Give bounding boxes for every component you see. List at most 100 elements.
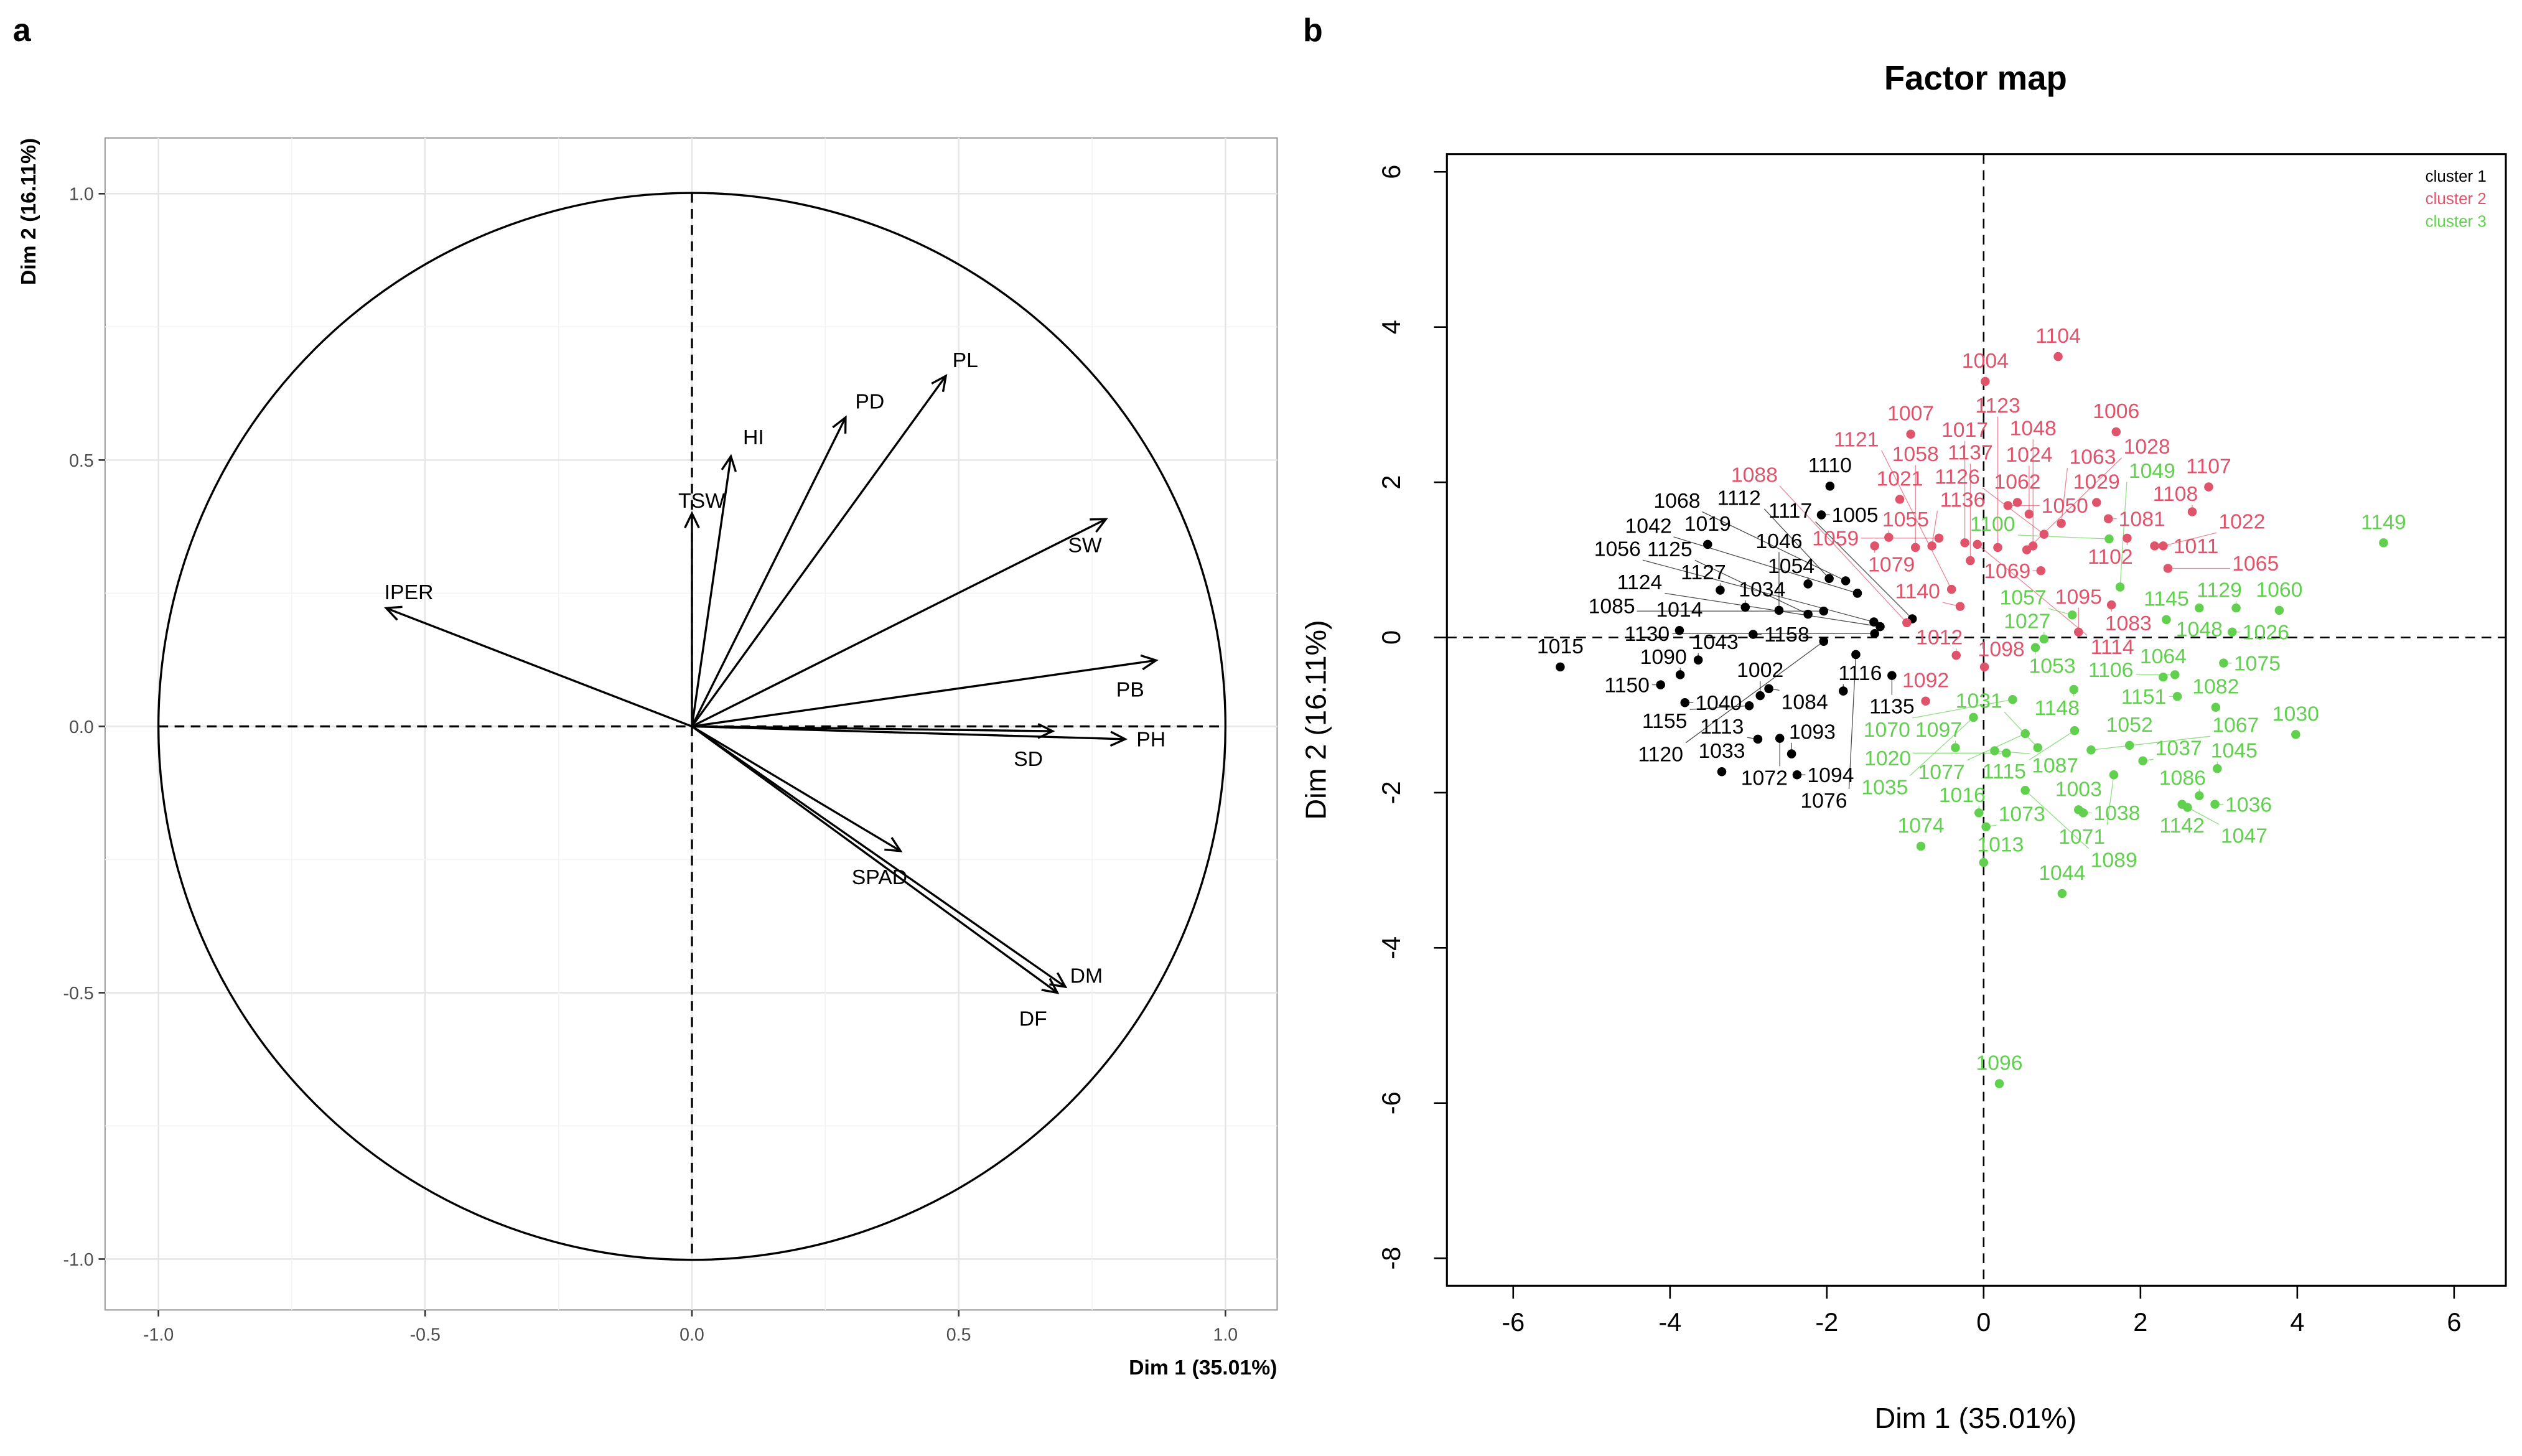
label-leader-line bbox=[1763, 508, 1830, 579]
legend: cluster 1 cluster 2 cluster 3 bbox=[2426, 167, 2487, 231]
data-point bbox=[2162, 615, 2171, 625]
point-cluster-2: 1062 bbox=[1994, 470, 2041, 507]
data-point bbox=[2008, 694, 2017, 704]
point-cluster-3: 1074 bbox=[1897, 814, 1945, 851]
point-cluster-1: 1155 bbox=[1642, 701, 1754, 733]
data-point bbox=[2086, 745, 2096, 755]
point-label: 1130 bbox=[1625, 622, 1670, 646]
point-cluster-2: 1121 bbox=[1834, 427, 1956, 594]
point-label: 1114 bbox=[2091, 635, 2134, 659]
point-cluster-3: 1070 bbox=[1864, 694, 2017, 742]
point-label: 1016 bbox=[1939, 783, 1986, 807]
point-cluster-3: 1142 bbox=[2159, 800, 2205, 838]
data-point bbox=[1951, 650, 1961, 660]
data-point bbox=[1775, 734, 1785, 743]
point-label: 1056 bbox=[1594, 538, 1641, 561]
label-leader-line bbox=[2119, 482, 2127, 587]
point-cluster-2: 1069 bbox=[1984, 559, 2046, 583]
data-point bbox=[1803, 609, 1813, 619]
data-point bbox=[1816, 510, 1826, 520]
panel-label-b: b bbox=[1303, 12, 1323, 49]
data-point bbox=[1674, 626, 1684, 635]
data-point bbox=[1916, 841, 1926, 851]
arrow-head bbox=[1049, 972, 1068, 989]
point-cluster-3: 1100 bbox=[1970, 513, 2114, 544]
point-cluster-2: 1048 bbox=[2010, 416, 2057, 551]
data-point bbox=[1680, 698, 1690, 707]
point-label: 1102 bbox=[2088, 545, 2133, 569]
arrow-head bbox=[1041, 978, 1060, 994]
plot-a-ylabel: Dim 2 (16.11%) bbox=[17, 138, 40, 285]
point-cluster-1: 1090 bbox=[1640, 645, 1687, 679]
label-leader-line bbox=[2029, 730, 2075, 760]
data-point bbox=[1960, 538, 1969, 548]
point-cluster-3: 1087 bbox=[1990, 746, 2078, 777]
y-tick-label: -2 bbox=[1376, 781, 1406, 804]
point-label: 1007 bbox=[1887, 402, 1934, 426]
data-point bbox=[1979, 857, 1989, 867]
arrow-shaft bbox=[691, 725, 1126, 740]
variable-label: DM bbox=[1070, 964, 1103, 988]
point-label: 1127 bbox=[1681, 561, 1726, 584]
point-label: 1125 bbox=[1647, 538, 1693, 561]
data-point bbox=[1851, 650, 1861, 660]
point-label: 1012 bbox=[1916, 626, 1963, 650]
data-point bbox=[1755, 691, 1765, 701]
label-leader-line bbox=[1848, 654, 1857, 790]
point-cluster-3: 1086 bbox=[2159, 766, 2206, 801]
data-point bbox=[2028, 541, 2038, 551]
data-point bbox=[1753, 734, 1763, 744]
point-label: 1112 bbox=[1717, 486, 1761, 510]
point-cluster-3: 1020 bbox=[1864, 747, 2011, 770]
data-point bbox=[1744, 701, 1754, 711]
label-leader-line bbox=[1977, 544, 2088, 636]
data-point bbox=[2053, 352, 2063, 362]
arrow-head bbox=[931, 373, 948, 392]
data-point bbox=[1994, 1079, 2004, 1088]
point-label: 1034 bbox=[1739, 577, 1785, 601]
point-cluster-3: 1089 bbox=[2020, 785, 2137, 872]
plot-b-title: Factor map bbox=[1884, 59, 2067, 97]
point-cluster-2: 1140 bbox=[1895, 580, 1965, 611]
data-point bbox=[2109, 770, 2119, 780]
y-tick-label: 0.0 bbox=[69, 717, 94, 737]
variable-label: PD bbox=[855, 390, 884, 414]
point-cluster-2: 1107 bbox=[2186, 454, 2231, 492]
point-label: 1003 bbox=[2055, 777, 2102, 801]
point-label: 1088 bbox=[1731, 463, 1778, 487]
x-tick-label: -0.5 bbox=[410, 1325, 441, 1345]
y-tick-label: -8 bbox=[1376, 1247, 1406, 1270]
arrow-pl: PL bbox=[691, 348, 978, 727]
point-cluster-3: 1060 bbox=[2256, 578, 2302, 615]
correlation-circle-plot: -1.0 -0.5 0.0 0.5 1.0 -1.0 -0.5 0.0 0.5 1.0 PL PD H… bbox=[17, 137, 1278, 1379]
point-cluster-3: 1145 bbox=[2144, 587, 2189, 625]
point-cluster-1: 1019 bbox=[1684, 512, 1731, 549]
data-point bbox=[1774, 605, 1784, 615]
data-point bbox=[2379, 538, 2388, 548]
x-tick-label: 0.0 bbox=[680, 1325, 704, 1345]
data-point bbox=[1786, 749, 1796, 758]
label-leader-line bbox=[1689, 705, 1750, 710]
data-point bbox=[2172, 692, 2182, 701]
label-leader-line bbox=[1910, 717, 1974, 776]
x-tick-label: 1.0 bbox=[1213, 1325, 1238, 1345]
data-point bbox=[1887, 671, 1897, 680]
point-cluster-3: 1052 bbox=[2106, 713, 2153, 750]
legend-entry-cluster-3: cluster 3 bbox=[2426, 212, 2487, 231]
label-leader-line bbox=[1694, 559, 1808, 615]
y-tick-label: 0.5 bbox=[69, 451, 94, 471]
x-tick-label: 6 bbox=[2447, 1307, 2461, 1337]
data-point bbox=[2183, 803, 2192, 812]
point-cluster-1: 1042 bbox=[1625, 514, 1862, 598]
label-leader-line bbox=[1685, 641, 1824, 744]
point-label: 1042 bbox=[1625, 514, 1672, 538]
point-cluster-1: 1085 bbox=[1589, 595, 1829, 618]
point-cluster-2: 1108 bbox=[2153, 482, 2198, 516]
point-cluster-3: 1027 bbox=[2004, 609, 2050, 644]
data-point bbox=[2159, 672, 2168, 682]
point-cluster-2: 1017 bbox=[1941, 418, 1988, 548]
point-cluster-2: 1011 bbox=[2150, 534, 2218, 558]
point-cluster-3: 1097 bbox=[1915, 718, 1962, 752]
point-cluster-1: 1068 bbox=[1653, 489, 1851, 586]
